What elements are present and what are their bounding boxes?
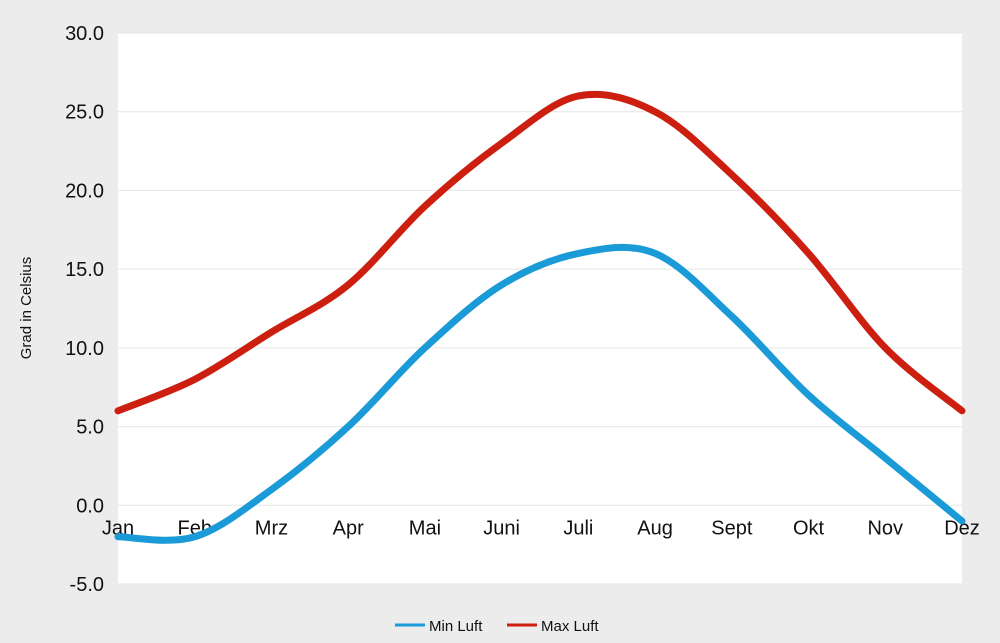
data-point-max-luft: [655, 111, 656, 112]
x-axis-ticks: Jan Feb Mrz Apr Mai Juni Juli Aug Sept Okt Nov Dez: [102, 517, 980, 539]
y-tick-label: 20.0: [65, 180, 104, 202]
x-tick-label: Juli: [563, 517, 593, 539]
data-point-min-luft: [348, 426, 349, 427]
data-point-min-luft: [885, 458, 886, 459]
y-axis-label: Grad in Celsius: [18, 257, 35, 360]
x-tick-label: Mai: [409, 517, 441, 539]
legend-label-min-luft: Min Luft: [429, 618, 483, 635]
y-tick-label: 30.0: [65, 23, 104, 45]
x-tick-label: Sept: [711, 517, 753, 539]
data-point-min-luft: [194, 536, 195, 537]
x-tick-label: Juni: [483, 517, 520, 539]
data-point-min-luft: [655, 253, 656, 254]
data-point-max-luft: [424, 206, 425, 207]
x-tick-label: Mrz: [255, 517, 288, 539]
data-point-min-luft: [962, 521, 963, 522]
x-tick-label: Jan: [102, 517, 134, 539]
data-point-min-luft: [118, 536, 119, 537]
x-tick-label: Nov: [867, 517, 903, 539]
data-point-max-luft: [731, 174, 732, 175]
data-point-max-luft: [808, 253, 809, 254]
data-point-max-luft: [194, 379, 195, 380]
series-line-max-luft: [114, 90, 966, 415]
plot-area: [118, 33, 962, 584]
data-point-max-luft: [578, 95, 579, 96]
legend-label-max-luft: Max Luft: [541, 618, 599, 635]
x-tick-label: Apr: [333, 517, 364, 539]
data-point-max-luft: [271, 332, 272, 333]
data-point-min-luft: [578, 253, 579, 254]
data-point-max-luft: [501, 143, 502, 144]
x-tick-label: Okt: [793, 517, 825, 539]
data-point-max-luft: [885, 347, 886, 348]
data-point-max-luft: [962, 410, 963, 411]
y-axis-ticks: 30.0 25.0 20.0 15.0 10.0 5.0 0.0 -5.0: [65, 23, 104, 596]
y-tick-label: 10.0: [65, 338, 104, 360]
data-point-min-luft: [501, 284, 502, 285]
y-tick-label: 5.0: [76, 417, 104, 439]
series-lines: [114, 90, 966, 544]
series-line-min-luft: [114, 243, 966, 544]
y-tick-label: 15.0: [65, 259, 104, 281]
data-point-min-luft: [424, 347, 425, 348]
data-point-min-luft: [271, 489, 272, 490]
y-tick-label: 25.0: [65, 102, 104, 124]
y-tick-label: -5.0: [70, 574, 104, 596]
y-tick-label: 0.0: [76, 495, 104, 517]
x-tick-label: Aug: [637, 517, 673, 539]
x-tick-label: Dez: [944, 517, 980, 539]
legend: Min Luft Max Luft: [395, 618, 599, 635]
data-point-min-luft: [731, 316, 732, 317]
data-point-max-luft: [348, 284, 349, 285]
data-point-max-luft: [118, 410, 119, 411]
data-point-min-luft: [808, 395, 809, 396]
